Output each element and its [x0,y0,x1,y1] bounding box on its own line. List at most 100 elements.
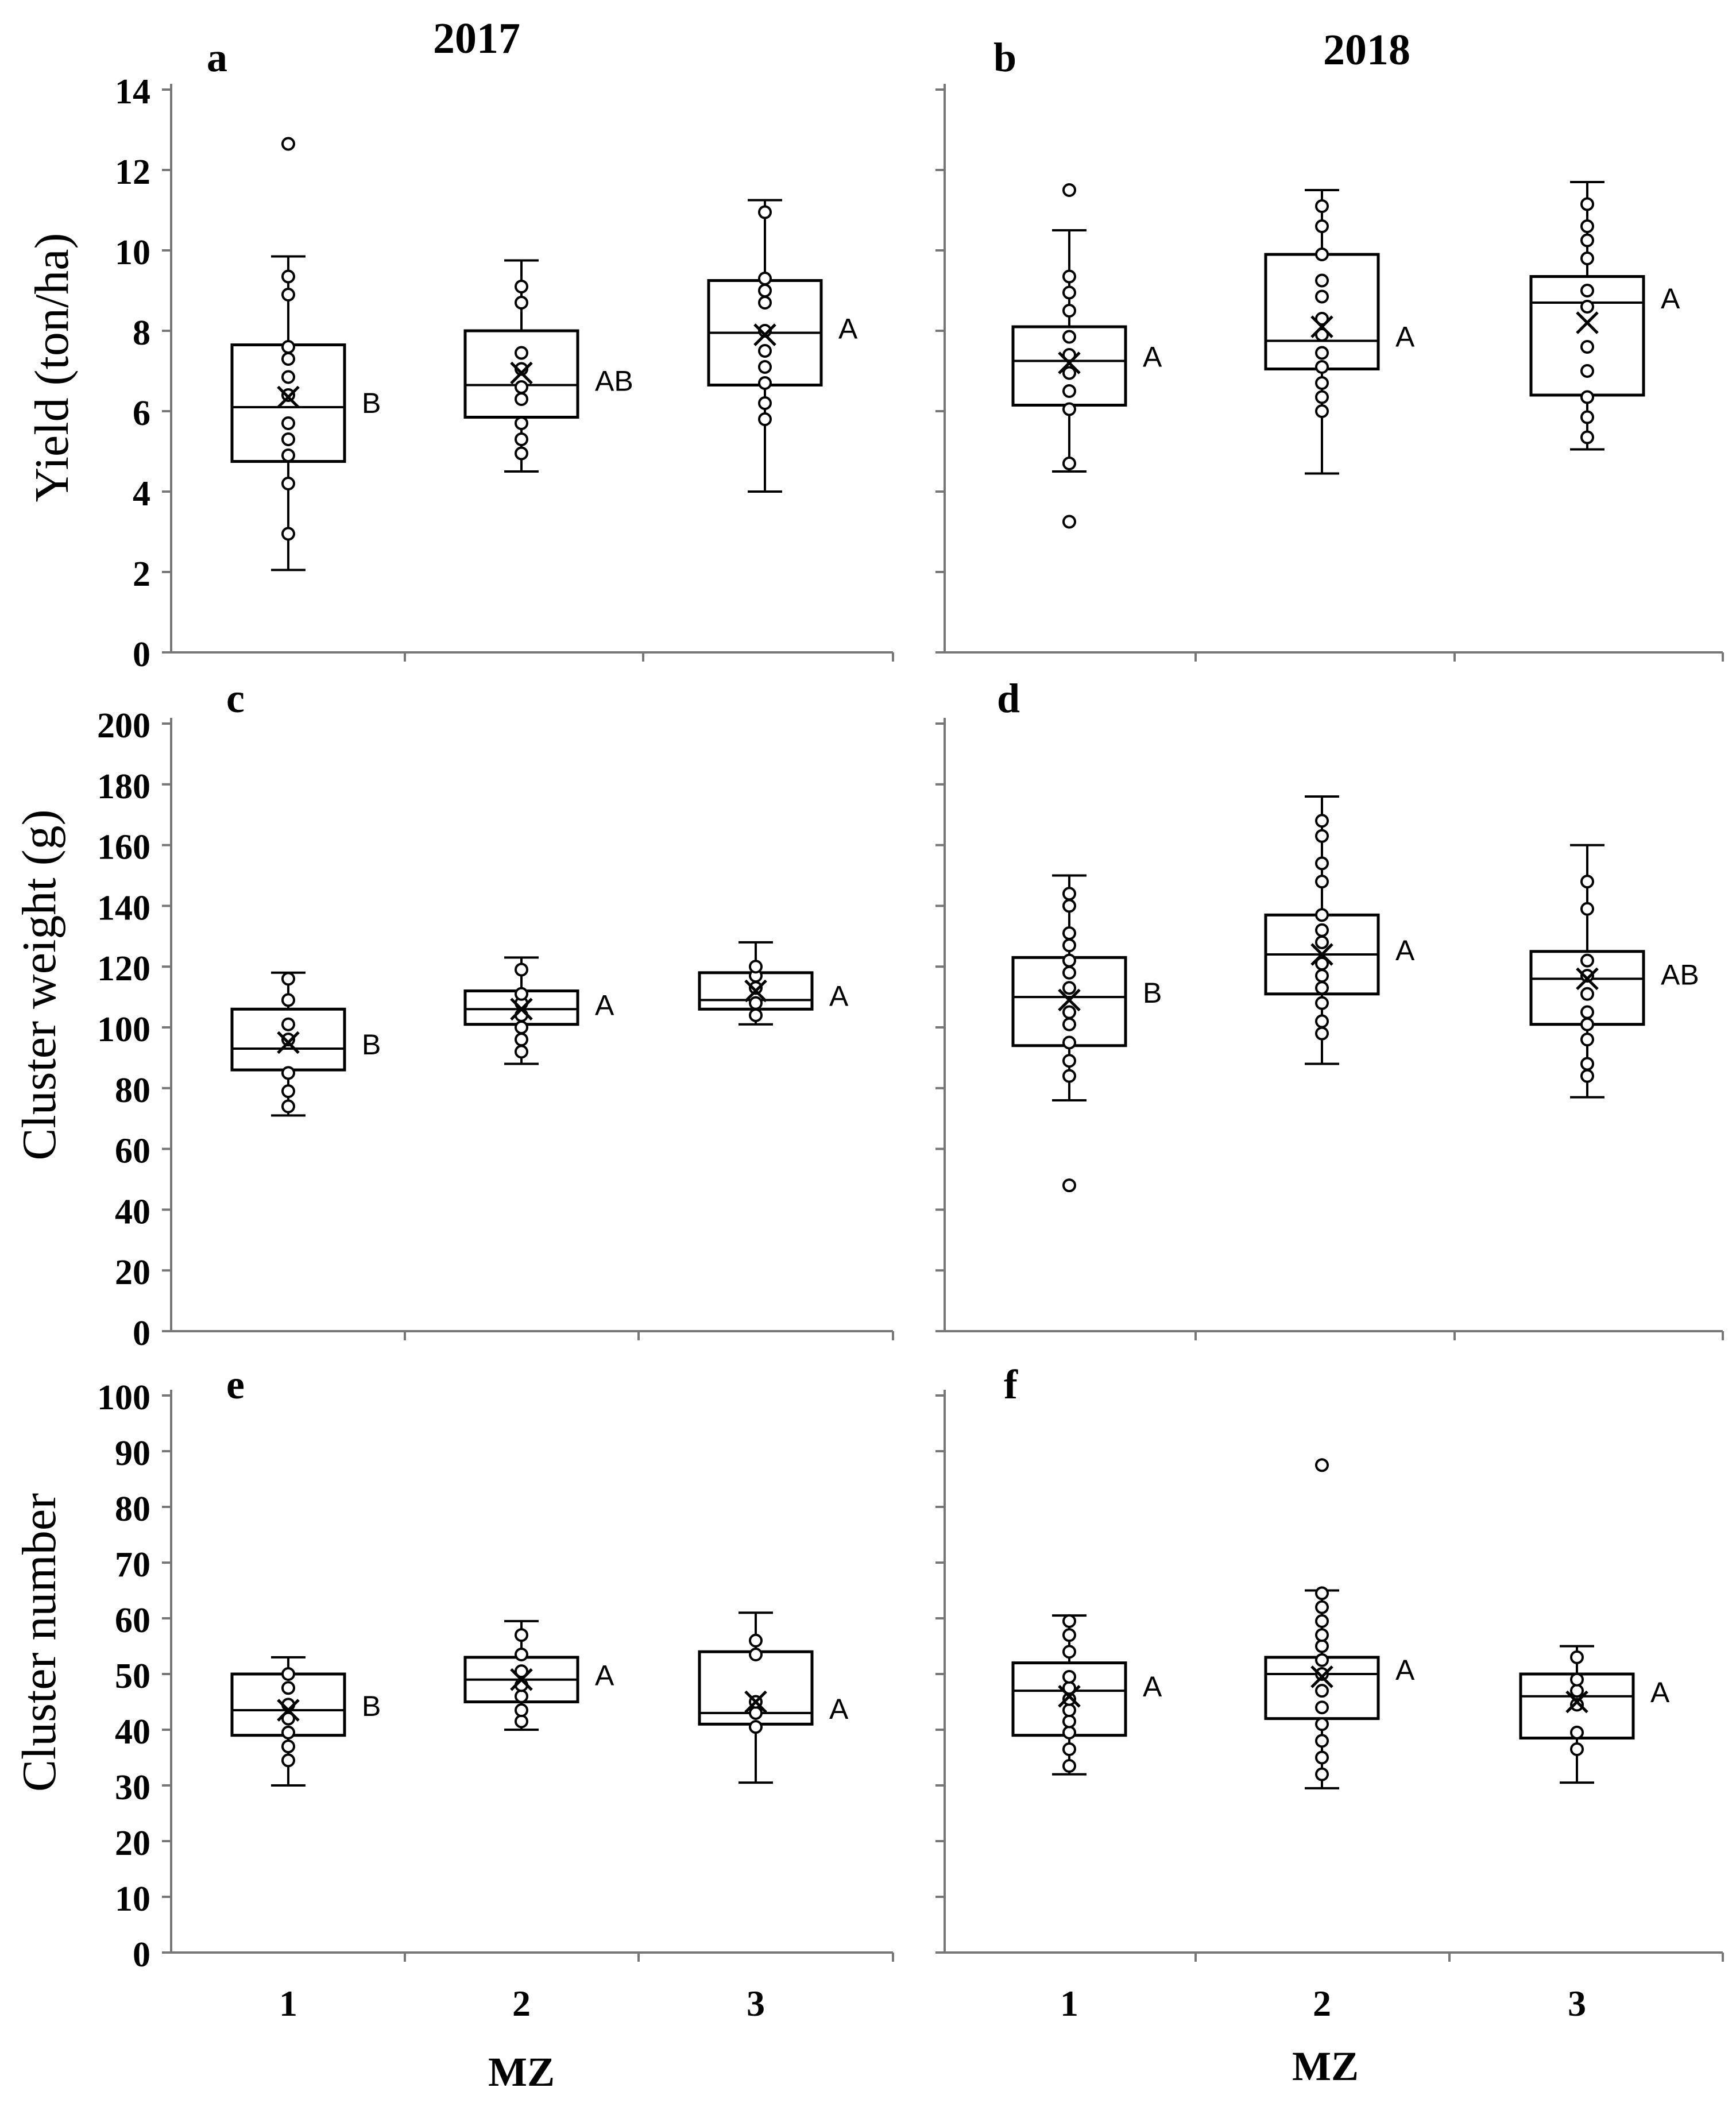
y-tick-label: 100 [97,1010,150,1049]
data-point [1315,875,1329,889]
data-point [758,360,772,374]
x-axis-label-mz-right: MZ [1292,2043,1359,2089]
x-tick-label: 3 [1568,1983,1586,2024]
data-point [1580,410,1594,424]
data-point [749,1720,763,1734]
box-2: A [463,1619,614,1731]
data-point [1315,346,1329,360]
data-point [1315,969,1329,983]
y-axis-label-yield: Yield (ton/ha) [25,233,79,502]
data-point [1315,923,1329,937]
data-point [1315,360,1329,374]
significance-letter: A [1395,934,1415,967]
data-point [749,1648,763,1662]
significance-letter: A [1395,1654,1415,1686]
data-point [1570,1672,1584,1687]
data-point [1580,1017,1594,1031]
data-point [515,1714,528,1729]
data-point [1315,981,1329,995]
significance-letter: AB [1661,958,1699,991]
y-tick-label: 12 [115,153,150,192]
data-point [1315,1600,1329,1614]
x-tick-label: 2 [1313,1983,1331,2024]
data-point [1315,199,1329,213]
data-point [1315,956,1329,971]
data-point [1062,366,1076,380]
y-axis-label-cluster-weight: Cluster weight (g) [13,809,66,1160]
y-tick-label: 100 [97,1378,150,1417]
box-1: B [230,1656,381,1787]
mean-marker [277,385,300,409]
outlier-point [1062,183,1076,197]
panel-letter: b [993,34,1016,80]
box-3: A [698,941,849,1026]
data-point [1062,1725,1076,1739]
y-tick-label: 10 [115,233,150,272]
panel-letter: d [997,675,1020,721]
data-point [281,1725,295,1739]
data-point [281,416,295,430]
x-tick-label: 1 [1060,1983,1078,2024]
panel-letter: a [207,34,227,80]
data-point [1062,1759,1076,1773]
significance-letter: A [595,1660,614,1692]
mean-marker [1058,1685,1081,1708]
data-point [1062,348,1076,362]
data-point [515,1628,528,1642]
data-point [758,344,772,358]
data-point [1062,1628,1076,1642]
box-2: A [463,956,614,1065]
data-point [1315,935,1329,949]
data-point [1315,1750,1329,1765]
data-point [515,1664,528,1679]
data-point [1580,1033,1594,1047]
significance-letter: A [1395,321,1415,353]
y-tick-label: 2 [133,555,150,594]
data-point [515,392,528,406]
data-point [1315,814,1329,828]
data-point [515,296,528,310]
data-point [1315,328,1329,342]
significance-letter: A [595,989,614,1021]
data-point [1315,908,1329,922]
data-point [1062,965,1076,980]
significance-letter: B [362,1029,381,1061]
y-tick-label: 4 [133,474,150,513]
outlier-point [1062,1178,1076,1193]
mean-marker [744,1690,767,1714]
data-point [515,1020,528,1034]
y-tick-label: 20 [115,1253,150,1292]
y-tick-label: 80 [115,1490,150,1529]
data-point [1062,285,1076,300]
outlier-point [281,137,295,151]
y-tick-label: 60 [115,1601,150,1640]
data-point [1315,1717,1329,1731]
data-point [281,1084,295,1099]
box-2: A [1264,795,1415,1065]
y-tick-label: 60 [115,1132,150,1171]
data-point [1315,1628,1329,1642]
data-point [1062,1035,1076,1050]
data-point [515,346,528,360]
data-point [281,370,295,384]
data-point [1580,430,1594,444]
data-point [281,1033,295,1047]
y-tick-label: 180 [97,767,150,806]
data-point [1315,248,1329,261]
data-point [1062,953,1076,968]
data-point [1315,376,1329,390]
panel-letter: f [1004,1362,1018,1408]
data-point [1315,1700,1329,1715]
data-point [1315,1684,1329,1698]
data-point [281,1753,295,1768]
data-point [1580,340,1594,354]
data-point [758,272,772,285]
data-point [515,1648,528,1662]
y-axis-label-cluster-number: Cluster number [13,1493,66,1792]
data-point [281,1739,295,1754]
data-point [1062,1614,1076,1628]
data-point [1315,404,1329,418]
mean-marker [277,1031,300,1054]
data-point [1570,1725,1584,1739]
data-point [1062,1703,1076,1718]
